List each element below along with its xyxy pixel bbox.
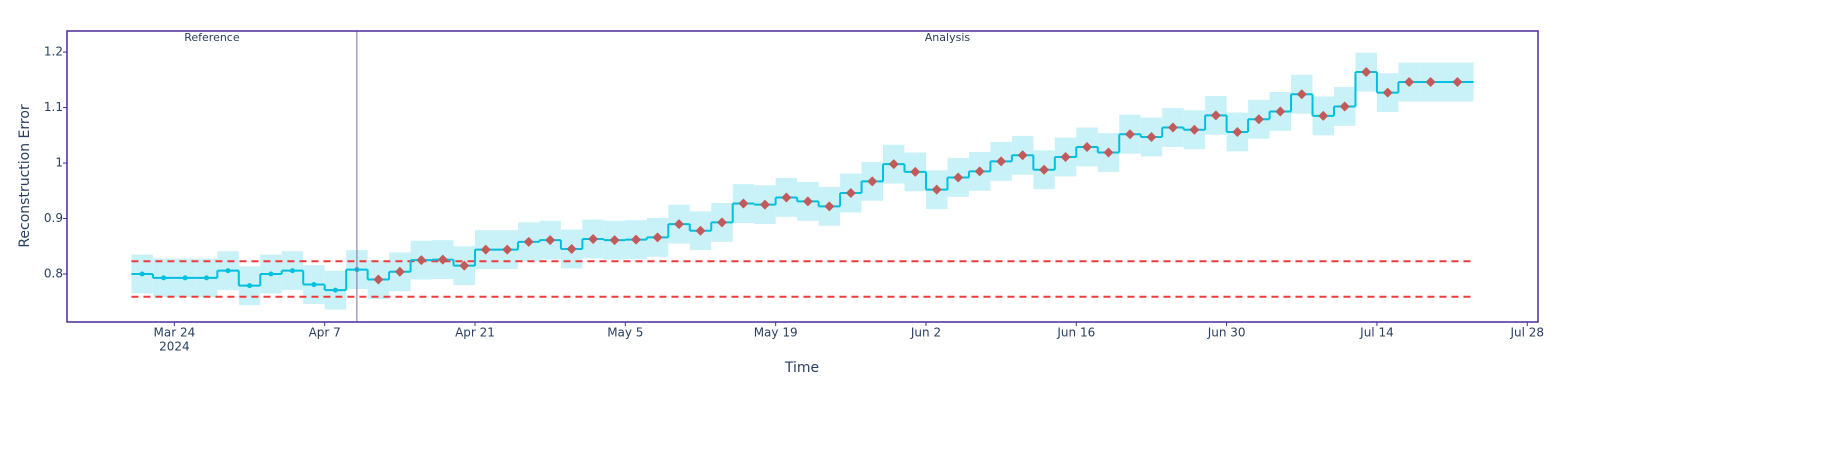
reference-marker (289, 268, 295, 274)
reference-marker (161, 275, 167, 281)
y-tick-label: 1 (55, 156, 63, 170)
x-tick-label: May 5 (607, 326, 643, 340)
analysis-marker (953, 172, 964, 183)
analysis-marker (759, 199, 770, 210)
x-tick-label: Jul 28 (1509, 326, 1544, 340)
analysis-marker (1039, 164, 1050, 175)
period-label: Reference (184, 31, 240, 44)
analysis-marker (545, 235, 556, 246)
x-tick-label: Mar 24 (154, 326, 196, 340)
analysis-marker (738, 198, 749, 209)
analysis-marker (1361, 67, 1372, 78)
analysis-marker (652, 232, 663, 243)
analysis-marker (480, 244, 491, 255)
analysis-marker (1124, 129, 1135, 140)
y-tick-label: 1.2 (44, 45, 63, 59)
analysis-marker (1318, 110, 1329, 121)
reference-marker (204, 275, 210, 281)
analysis-marker (867, 176, 878, 187)
plot-frame (66, 30, 1539, 323)
x-axis-title: Time (784, 360, 819, 376)
analysis-marker (502, 244, 513, 255)
reference-marker (332, 287, 338, 293)
reference-marker (311, 282, 317, 288)
analysis-marker (1232, 126, 1243, 137)
analysis-marker (523, 236, 534, 247)
analysis-marker (1082, 141, 1093, 152)
analysis-marker (1146, 131, 1157, 142)
analysis-marker (1339, 101, 1350, 112)
analysis-marker (1425, 77, 1436, 88)
analysis-marker (1382, 87, 1393, 98)
analysis-marker (996, 156, 1007, 167)
analysis-marker (566, 244, 577, 255)
x-tick-label: Jul 14 (1359, 326, 1394, 340)
analysis-marker (1275, 106, 1286, 117)
period-label: Analysis (925, 31, 971, 44)
analysis-marker (910, 166, 921, 177)
reference-marker (268, 271, 274, 277)
y-tick-label: 0.8 (44, 267, 63, 281)
analysis-marker (1017, 150, 1028, 161)
analysis-marker (631, 234, 642, 245)
analysis-marker (1253, 114, 1264, 125)
analysis-marker (459, 260, 470, 271)
analysis-marker (845, 188, 856, 199)
analysis-marker (1404, 77, 1415, 88)
analysis-marker (373, 274, 384, 285)
analysis-marker (888, 159, 899, 170)
x-tick-label: May 19 (754, 326, 798, 340)
analysis-marker (802, 196, 813, 207)
analysis-marker (1296, 89, 1307, 100)
analysis-marker (609, 235, 620, 246)
analysis-marker (1210, 110, 1221, 121)
analysis-marker (931, 184, 942, 195)
analysis-marker (416, 255, 427, 266)
analysis-marker (1060, 151, 1071, 162)
reference-marker (225, 268, 231, 274)
analysis-marker (1189, 124, 1200, 135)
analysis-marker (974, 166, 985, 177)
reference-marker (247, 283, 253, 289)
y-tick-label: 0.9 (44, 211, 63, 225)
y-axis-title: Reconstruction Error (17, 104, 33, 248)
x-tick-label: Jun 30 (1207, 326, 1246, 340)
analysis-marker (1452, 77, 1463, 88)
x-tick-label: Jun 16 (1056, 326, 1095, 340)
analysis-marker (1103, 147, 1114, 158)
x-tick-year: 2024 (159, 340, 190, 354)
analysis-marker (716, 217, 727, 228)
reference-marker (182, 275, 188, 281)
analysis-marker (674, 219, 685, 230)
analysis-marker (588, 234, 599, 245)
analysis-marker (695, 225, 706, 236)
analysis-marker (437, 254, 448, 265)
x-tick-label: Apr 21 (455, 326, 495, 340)
analysis-marker (1167, 122, 1178, 133)
analysis-marker (824, 201, 835, 212)
analysis-marker (781, 192, 792, 203)
x-tick-label: Jun 2 (910, 326, 941, 340)
x-tick-label: Apr 7 (309, 326, 341, 340)
reference-marker (139, 271, 145, 277)
analysis-marker (394, 266, 405, 277)
y-tick-label: 1.1 (44, 100, 63, 114)
